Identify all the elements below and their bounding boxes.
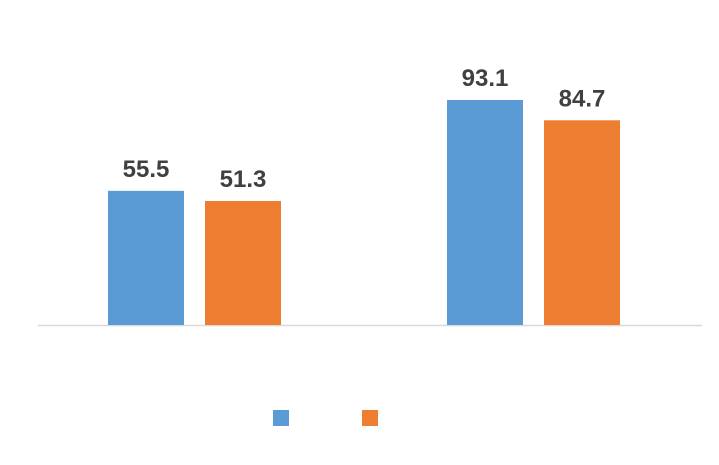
bar [447, 99, 523, 326]
value-label: 84.7 [559, 85, 606, 112]
bar [108, 190, 184, 325]
value-label: 93.1 [462, 65, 509, 92]
legend-swatch [362, 410, 378, 426]
value-label: 51.3 [220, 166, 267, 193]
bar [205, 201, 281, 325]
value-label: 55.5 [123, 156, 170, 183]
legend-swatch [273, 410, 289, 426]
bar [544, 120, 620, 326]
